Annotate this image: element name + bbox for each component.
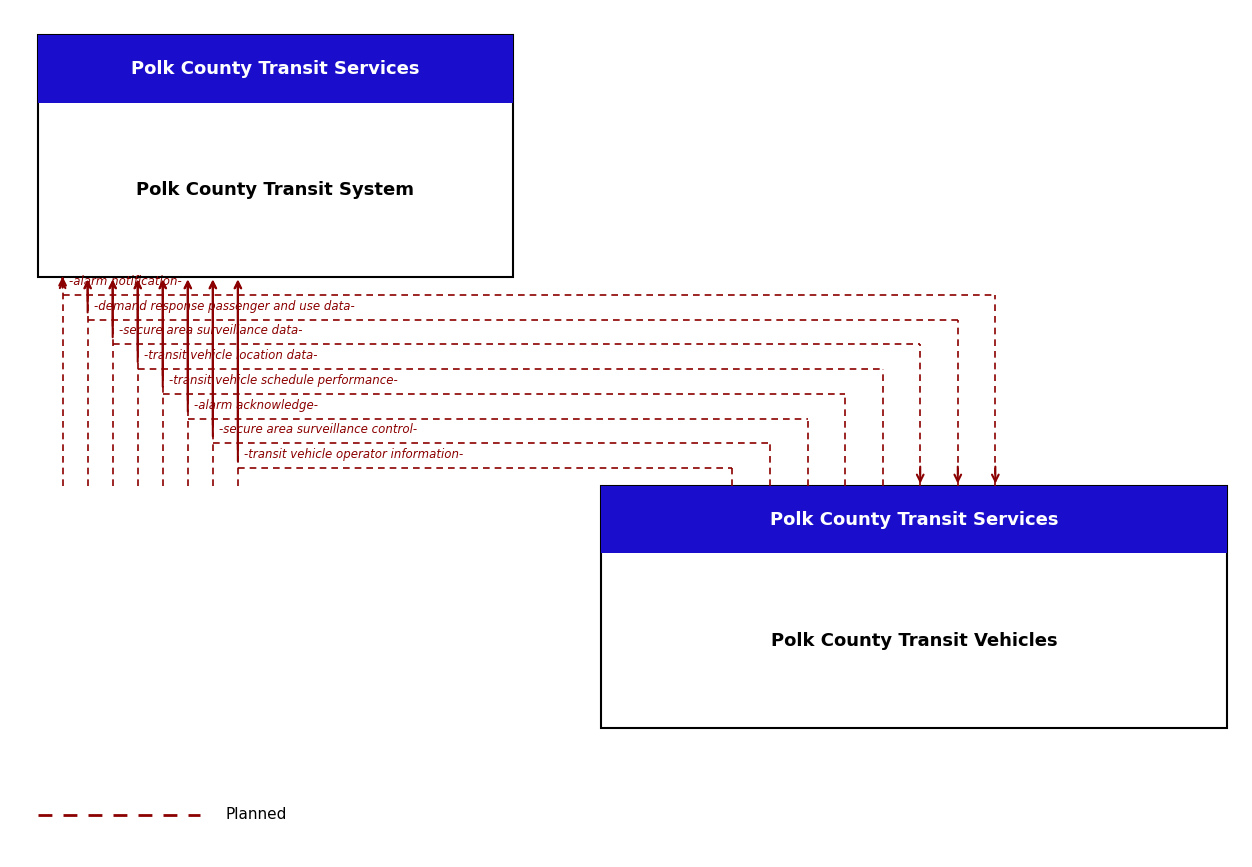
Text: -secure area surveillance data-: -secure area surveillance data- [119, 324, 303, 337]
Text: -alarm notification-: -alarm notification- [69, 275, 182, 288]
Text: Polk County Transit Services: Polk County Transit Services [131, 60, 419, 78]
FancyBboxPatch shape [38, 35, 513, 102]
FancyBboxPatch shape [38, 35, 513, 277]
FancyBboxPatch shape [601, 486, 1227, 553]
Text: -secure area surveillance control-: -secure area surveillance control- [219, 423, 417, 436]
Text: -transit vehicle operator information-: -transit vehicle operator information- [244, 448, 463, 461]
Text: -demand response passenger and use data-: -demand response passenger and use data- [94, 300, 354, 313]
Text: -alarm acknowledge-: -alarm acknowledge- [194, 399, 318, 412]
FancyBboxPatch shape [601, 486, 1227, 728]
Text: Polk County Transit Vehicles: Polk County Transit Vehicles [771, 632, 1057, 650]
Text: -transit vehicle schedule performance-: -transit vehicle schedule performance- [169, 374, 398, 387]
Text: -transit vehicle location data-: -transit vehicle location data- [144, 349, 318, 362]
Text: Planned: Planned [225, 807, 287, 823]
Text: Polk County Transit Services: Polk County Transit Services [770, 511, 1058, 529]
Text: Polk County Transit System: Polk County Transit System [136, 181, 414, 199]
